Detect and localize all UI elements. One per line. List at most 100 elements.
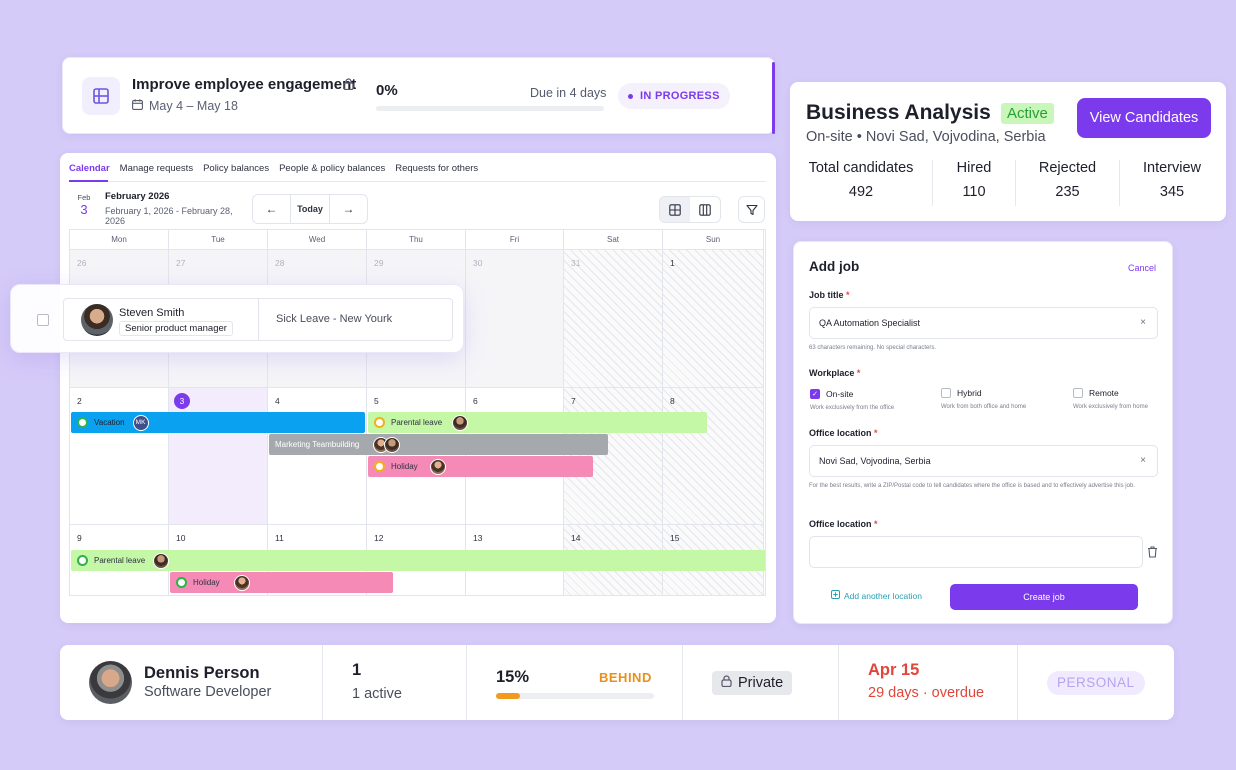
day-number: 5 <box>374 396 379 406</box>
event-parental-leave[interactable]: Parental leave <box>71 550 765 571</box>
weekday-header: Sat <box>564 230 663 250</box>
tab-calendar[interactable]: Calendar <box>69 163 110 174</box>
job-summary-card: Business Analysis Active On-site • Novi … <box>790 82 1226 221</box>
job-location: On-site • Novi Sad, Vojvodina, Serbia <box>806 129 1046 145</box>
goal-card[interactable]: Improve employee engagement May 4 – May … <box>62 57 775 134</box>
event-teambuilding[interactable]: Marketing Teambuilding <box>269 434 608 455</box>
view-candidates-button[interactable]: View Candidates <box>1077 98 1211 138</box>
avatar <box>89 661 132 704</box>
job-title-hint: 63 characters remaining. No special char… <box>809 345 937 351</box>
day-number: 4 <box>275 396 280 406</box>
next-arrow-icon[interactable]: → <box>342 202 355 216</box>
leave-type: Sick Leave - New Yourk <box>276 313 393 325</box>
weekday-header: Tue <box>169 230 268 250</box>
event-label: Vacation <box>94 418 125 427</box>
weekday-header: Sun <box>663 230 764 250</box>
workplace-remote-hint: Work exclusively from home <box>1073 404 1148 410</box>
view-switcher <box>659 196 721 223</box>
avatar <box>153 552 170 569</box>
prev-arrow-icon[interactable]: ← <box>265 202 278 216</box>
add-location-link[interactable]: Add another location <box>831 590 922 601</box>
avatar <box>384 436 401 453</box>
calendar-tabs: Calendar Manage requests Policy balances… <box>69 163 478 174</box>
status-ring-icon <box>374 461 385 472</box>
day-number: 11 <box>275 533 284 543</box>
form-title: Add job <box>809 259 860 274</box>
event-holiday-continuation[interactable] <box>269 572 393 593</box>
day-cell[interactable]: 3 <box>169 388 268 525</box>
job-title-label: Job title * <box>809 290 850 300</box>
checkbox-icon[interactable] <box>1073 388 1083 398</box>
person-cell: Dennis Person Software Developer <box>60 645 323 720</box>
office-location-label-2: Office location * <box>809 519 878 529</box>
event-label: Holiday <box>391 462 418 471</box>
office-location-input-2[interactable] <box>809 536 1143 568</box>
checkbox-icon[interactable] <box>941 388 951 398</box>
status-ring-icon <box>77 555 88 566</box>
day-number: 26 <box>77 258 87 268</box>
employee-role: Senior product manager <box>119 321 233 336</box>
trash-icon[interactable] <box>1147 545 1158 563</box>
progress-cell: 15% BEHIND <box>467 645 683 720</box>
tab-policy-balances[interactable]: Policy balances <box>203 163 270 174</box>
day-cell[interactable]: 31 <box>564 250 663 388</box>
person-goal-row[interactable]: Dennis Person Software Developer 1 1 act… <box>60 645 1174 720</box>
goal-date: May 4 – May 18 <box>132 99 238 113</box>
office-location-input[interactable]: Novi Sad, Vojvodina, Serbia × <box>809 445 1158 477</box>
day-number: 15 <box>670 533 680 543</box>
day-cell[interactable]: 2 <box>70 388 169 525</box>
day-number: 31 <box>571 258 581 268</box>
weekday-header: Mon <box>70 230 169 250</box>
day-number: 13 <box>473 533 483 543</box>
today-button[interactable]: Today <box>290 195 330 223</box>
goal-date-range: May 4 – May 18 <box>149 99 238 113</box>
filter-icon[interactable] <box>738 196 765 223</box>
event-holiday[interactable]: Holiday <box>368 456 593 477</box>
workplace-remote-option[interactable]: Remote <box>1073 388 1119 398</box>
person-role: Software Developer <box>144 684 272 700</box>
progress-percent: 15% <box>496 668 530 686</box>
stat-hired: Hired 110 <box>956 160 992 200</box>
day-number: 10 <box>176 533 186 543</box>
event-parental-leave[interactable]: Parental leave <box>368 412 707 433</box>
status-ring-icon <box>77 417 88 428</box>
day-cell[interactable]: 8 <box>663 388 764 525</box>
tab-people-policy-balances[interactable]: People & policy balances <box>279 163 386 174</box>
workplace-onsite-hint: Work exclusively from the office <box>810 405 895 411</box>
goal-accent-bar <box>772 62 775 134</box>
day-cell[interactable]: 1 <box>663 250 764 388</box>
day-cell[interactable]: 4 <box>268 388 367 525</box>
column-view-icon[interactable] <box>690 197 720 222</box>
tag-cell: PERSONAL <box>1018 645 1174 720</box>
day-number: 30 <box>473 258 483 268</box>
count-cell: 1 1 active <box>323 645 467 720</box>
goal-count: 1 <box>352 661 362 679</box>
cancel-link[interactable]: Cancel <box>1128 263 1157 273</box>
day-number: 27 <box>176 258 186 268</box>
goal-progress-bar <box>376 106 604 111</box>
leave-request-row[interactable]: Steven Smith Senior product manager Sick… <box>10 284 464 353</box>
day-cell[interactable]: 30 <box>466 250 564 388</box>
grid-icon <box>82 77 120 115</box>
create-job-button[interactable]: Create job <box>950 584 1138 610</box>
tab-requests-for-others[interactable]: Requests for others <box>395 163 479 174</box>
tab-manage-requests[interactable]: Manage requests <box>119 163 194 174</box>
current-date-box: Feb 3 <box>77 193 91 217</box>
job-title: Business Analysis <box>806 101 991 124</box>
workplace-onsite-option[interactable]: ✓ On-site <box>810 389 853 399</box>
event-vacation[interactable]: Vacation MK <box>71 412 365 433</box>
row-checkbox[interactable] <box>37 314 49 326</box>
month-grid-view-icon[interactable] <box>660 197 690 222</box>
checkbox-checked-icon[interactable]: ✓ <box>810 389 820 399</box>
clear-icon[interactable]: × <box>1140 455 1146 466</box>
weekday-header: Thu <box>367 230 466 250</box>
workplace-hybrid-option[interactable]: Hybrid <box>941 388 982 398</box>
weekday-header: Wed <box>268 230 367 250</box>
visibility-cell: Private <box>683 645 839 720</box>
stat-rejected: Rejected 235 <box>1038 160 1097 200</box>
date-navigation: ← Today → <box>252 194 368 224</box>
job-title-input[interactable]: QA Automation Specialist × <box>809 307 1158 339</box>
day-number: 9 <box>77 533 82 543</box>
clear-icon[interactable]: × <box>1140 317 1146 328</box>
day-number: 2 <box>77 396 82 406</box>
